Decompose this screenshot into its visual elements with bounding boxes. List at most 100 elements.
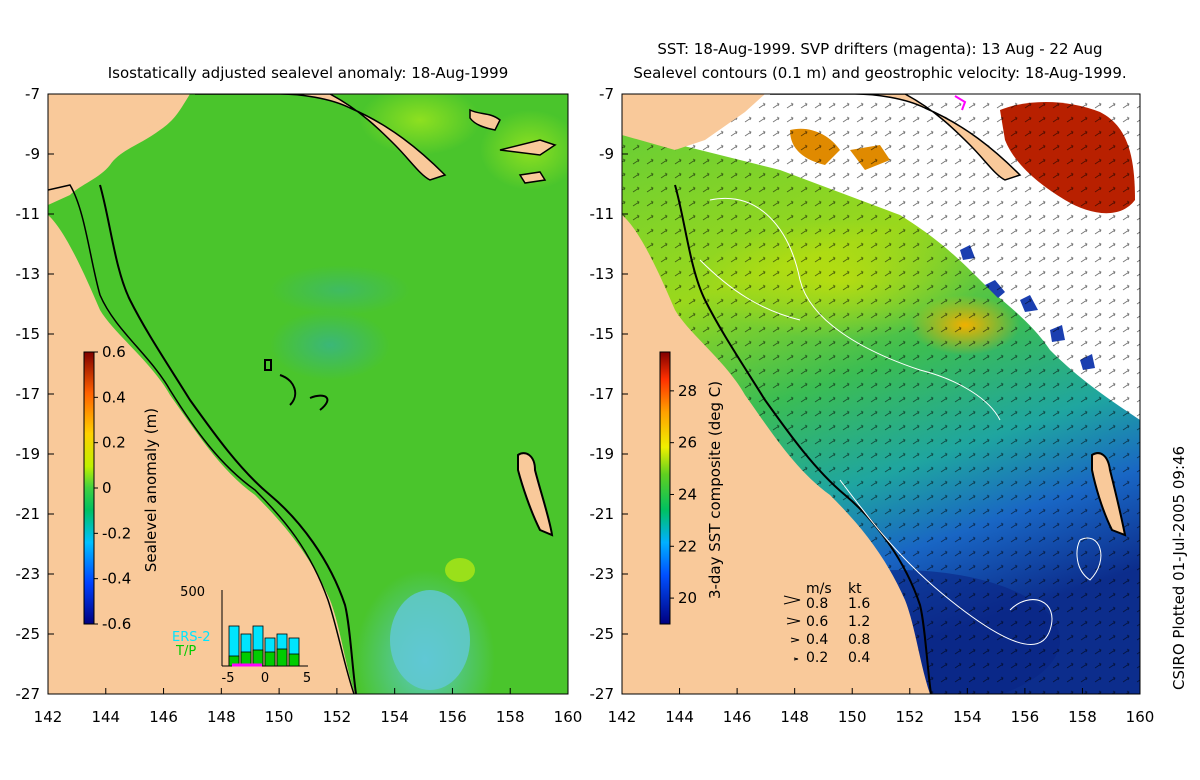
sealevel-contour [699,198,1102,645]
right-lat-tick-label: -21 [590,505,615,523]
sst-colorbar-tick-label: 24 [678,485,697,503]
anomaly-low-region-3 [270,310,390,380]
right-lat-tick-label: -19 [590,445,615,463]
right-lon-tick-label: 160 [1126,708,1155,726]
left-lon-tick-label: 154 [380,708,409,726]
right-panel-title-line2: Sealevel contours (0.1 m) and geostrophi… [633,64,1127,82]
left-lon-tick-label: 146 [149,708,178,726]
right-lat-tick-label: -25 [590,625,615,643]
velocity-key-ms: 0.4 [806,632,828,648]
histogram-xtick: -5 [222,671,235,686]
velocity-key-kt: 0.8 [848,632,870,648]
velocity-key-arrow [793,657,799,661]
right-lon-tick-label: 150 [838,708,867,726]
left-lat-tick-label: -7 [25,85,40,103]
left-lat-tick-label: -9 [25,145,40,163]
anomaly-colorbar-label: Sealevel anomaly (m) [142,408,160,572]
anomaly-low-region-4 [270,265,410,315]
left-lon-tick-label: 142 [34,708,63,726]
left-lat-tick-label: -11 [16,205,41,223]
left-lat-tick-label: -23 [16,565,41,583]
right-lon-tick-label: 152 [895,708,924,726]
right-lat-tick-label: -27 [590,685,615,703]
left-lat-axis: -7 -9 -11 -13 -15 -17 -19 -21 -23 -25 -27 [16,85,54,703]
shelf-edge [99,184,357,694]
left-lon-axis: 142 144 146 148 150 152 154 156 158 160 [34,688,583,726]
velocity-key-header-ms: m/s [806,581,832,597]
right-lat-tick-label: -7 [599,85,614,103]
left-lon-tick-label: 156 [438,708,467,726]
velocity-key-arrow [786,617,801,625]
sst-colorbar-tick-label: 28 [678,382,697,400]
left-lat-tick-label: -27 [16,685,41,703]
histogram-xtick: 5 [303,671,311,686]
right-lon-tick-label: 146 [723,708,752,726]
right-lat-tick-label: -11 [590,205,615,223]
histogram-bar [288,653,300,667]
left-lat-tick-label: -17 [16,385,41,403]
anomaly-colorbar-tick-label: 0 [102,479,112,497]
drifter-track [954,95,967,111]
png-land [48,94,190,150]
anomaly-low-region-2 [390,590,470,690]
sst-island-outline [1091,452,1127,537]
right-lon-tick-label: 142 [608,708,637,726]
island-outline-1 [517,452,554,537]
sst-colorbar-ticks: 28 26 24 22 20 [670,382,697,607]
right-lon-tick-label: 148 [780,708,809,726]
right-lat-tick-label: -13 [590,265,615,283]
velocity-key-kt: 0.4 [848,650,870,666]
altimeter-histogram: 500 -5 0 5 ERS-2 T/P [172,585,311,686]
left-panel-title: Isostatically adjusted sealevel anomaly:… [107,64,509,82]
left-map-area [48,94,568,694]
right-lon-tick-label: 158 [1068,708,1097,726]
left-lat-tick-label: -15 [16,325,41,343]
anomaly-colorbar-tick-label: 0.4 [102,388,126,406]
anomaly-colorbar: 0.6 0.4 0.2 0 -0.2 -0.4 -0.6 Sealevel anomaly … [83,343,160,633]
left-lon-tick-label: 150 [265,708,294,726]
right-lon-tick-label: 156 [1011,708,1040,726]
right-map-area [622,94,1140,694]
histogram-xtick: 0 [261,671,269,686]
anomaly-colorbar-tick-label: -0.2 [102,524,131,542]
right-lon-axis: 142 144 146 148 150 152 154 156 158 160 [608,688,1155,726]
velocity-key: m/s kt 0.8 1.6 0.6 1.2 0.4 0.8 0.2 0.4 [783,581,870,666]
coastline [48,184,355,694]
island-outline-2 [279,374,329,411]
histogram-bar [276,648,288,667]
right-lat-tick-label: -17 [590,385,615,403]
left-lat-tick-label: -19 [16,445,41,463]
anomaly-colorbar-tick-label: -0.4 [102,570,131,588]
anomaly-colorbar-tick-label: 0.2 [102,434,126,452]
sst-colorbar-tick-label: 22 [678,537,697,555]
anomaly-colorbar-ticks: 0.6 0.4 0.2 0 -0.2 -0.4 -0.6 [94,343,131,633]
plot-credit: CSIRO Plotted 01-Jul-2005 09:46 [1170,445,1188,690]
velocity-key-kt: 1.2 [848,614,870,630]
sst-colorbar-tick-label: 20 [678,589,697,607]
left-lon-tick-label: 148 [207,708,236,726]
left-map-panel: 0.6 0.4 0.2 0 -0.2 -0.4 -0.6 Sealevel anomaly … [16,85,583,726]
sst-colorbar-gradient [659,351,671,625]
sst-shelf-edge [674,184,932,694]
sst-colorbar-tick-label: 26 [678,434,697,452]
left-lat-tick-label: -21 [16,505,41,523]
left-lon-tick-label: 160 [554,708,583,726]
right-lat-axis: -7 -9 -11 -13 -15 -17 -19 -21 -23 -25 -27 [590,85,628,703]
right-map-panel: 28 26 24 22 20 3-day SST composite (deg C) m… [590,85,1155,726]
australia-landmass [622,215,930,694]
sst-colorbar: 28 26 24 22 20 3-day SST composite (deg C) [659,351,724,625]
right-lon-tick-label: 154 [953,708,982,726]
anomaly-colorbar-tick-label: 0.6 [102,343,126,361]
anomaly-high-region-3 [445,558,475,582]
right-lat-tick-label: -23 [590,565,615,583]
sst-colorbar-label: 3-day SST composite (deg C) [706,381,724,599]
velocity-key-header-kt: kt [848,581,862,597]
top-islands [195,94,447,181]
reef-marker [264,359,272,371]
left-lat-tick-label: -25 [16,625,41,643]
velocity-key-kt: 1.6 [848,596,870,612]
left-lon-tick-label: 144 [91,708,120,726]
island-chain [469,108,557,184]
histogram-legend-ers2: ERS-2 [172,630,210,645]
histogram-ymax: 500 [180,585,205,600]
